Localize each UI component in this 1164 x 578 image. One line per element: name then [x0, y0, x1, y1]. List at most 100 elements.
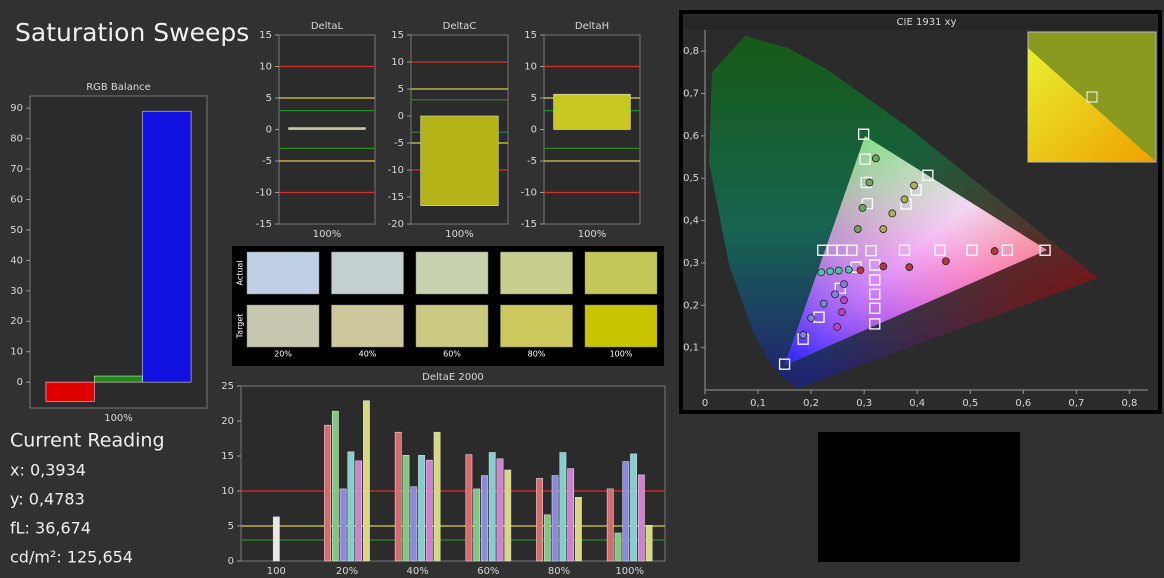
measured-point	[833, 322, 842, 331]
y-tick-label: -5	[394, 138, 404, 149]
bar	[331, 410, 339, 562]
bar	[559, 452, 567, 562]
bar	[339, 488, 347, 562]
bar	[551, 475, 559, 562]
bar	[488, 452, 496, 562]
y-tick-label: 0	[228, 556, 234, 567]
swatch	[500, 304, 573, 348]
x-tick-label: 80%	[548, 566, 570, 577]
bar	[481, 475, 488, 562]
target-point	[861, 197, 873, 210]
y-tick-label: 0,2	[683, 300, 699, 311]
y-tick-label: 0,8	[683, 46, 699, 57]
target-point	[1001, 244, 1014, 256]
measurement-preview	[818, 432, 1020, 562]
measured-point	[905, 263, 914, 272]
y-tick-label: 10	[391, 57, 404, 68]
chart-title: DeltaL	[311, 21, 344, 32]
x-tick-label: 0,3	[856, 398, 872, 409]
y-tick-label: -10	[388, 165, 404, 176]
column-label: 20%	[274, 350, 292, 359]
bar	[496, 458, 504, 562]
y-tick-label: 0,3	[683, 258, 699, 269]
x-tick-label: 100%	[313, 229, 342, 240]
y-tick-label: 20	[221, 416, 234, 427]
y-tick-label: -15	[256, 219, 272, 230]
column-label: 40%	[359, 350, 377, 359]
bar	[425, 459, 433, 562]
y-tick-label: 90	[10, 103, 23, 114]
swatch	[246, 251, 320, 295]
bar	[645, 524, 653, 562]
swatch	[331, 304, 404, 348]
x-tick-label: 100	[267, 566, 286, 577]
y-tick-label: 0	[398, 111, 404, 122]
bar	[504, 469, 512, 562]
measured-point	[941, 257, 950, 266]
measured-point	[840, 280, 848, 289]
y-tick-label: 5	[228, 521, 234, 532]
bar	[567, 468, 575, 562]
y-tick-label: 80	[10, 134, 23, 145]
bar	[543, 514, 551, 562]
y-tick-label: 50	[10, 225, 23, 236]
measured-point	[826, 267, 835, 276]
target-point	[778, 358, 791, 370]
measured-point	[888, 209, 897, 218]
bar	[355, 460, 363, 562]
reading-line: cd/m²: 125,654	[10, 548, 133, 567]
y-tick-label: 60	[10, 194, 23, 205]
bar	[575, 496, 582, 562]
measured-point	[844, 265, 853, 274]
bar	[630, 453, 637, 562]
x-tick-label: 0	[702, 398, 708, 409]
swatch	[584, 304, 658, 348]
target-point	[934, 244, 946, 256]
measured-point	[819, 299, 828, 308]
y-tick-label: 0,4	[683, 216, 699, 227]
x-tick-label: 100%	[578, 229, 607, 240]
plot-area	[240, 385, 666, 562]
bar	[420, 115, 499, 206]
y-tick-label: 10	[221, 486, 234, 497]
x-tick-label: 0,1	[750, 398, 766, 409]
y-tick-label: 0	[17, 377, 23, 388]
x-tick-label: 40%	[407, 566, 429, 577]
bar	[410, 486, 418, 562]
gamut-title-bar	[683, 15, 1158, 30]
swatch	[415, 251, 489, 295]
bar	[418, 454, 425, 562]
measured-point	[910, 181, 918, 190]
reading-line: fL: 36,674	[10, 519, 91, 538]
measured-point	[858, 203, 867, 212]
target-point	[857, 128, 870, 140]
x-tick-label: 0,5	[962, 398, 978, 409]
y-tick-label: -10	[256, 188, 272, 199]
reading-line: x: 0,3934	[10, 461, 86, 480]
swatch	[500, 251, 573, 295]
y-tick-label: 40	[10, 255, 23, 266]
measured-point	[840, 296, 848, 305]
y-tick-label: 10	[259, 62, 272, 73]
bar	[622, 461, 630, 562]
y-tick-label: 10	[524, 62, 537, 73]
page-title: Saturation Sweeps	[15, 18, 249, 47]
y-tick-label: 0,7	[683, 89, 699, 100]
x-tick-label: 60%	[477, 566, 499, 577]
measured-point	[817, 268, 826, 277]
y-tick-label: 5	[398, 84, 404, 95]
y-tick-label: 15	[259, 30, 272, 41]
x-tick-label: 100%	[445, 229, 474, 240]
y-tick-label: -15	[521, 219, 537, 230]
measured-point	[837, 308, 846, 316]
y-tick-label: -5	[527, 156, 537, 167]
measured-point	[834, 266, 843, 275]
zoom-inset	[1027, 31, 1157, 163]
y-tick-label: -10	[521, 188, 537, 199]
y-tick-label: 5	[266, 93, 272, 104]
target-point	[846, 244, 858, 256]
y-tick-label: 25	[221, 381, 234, 392]
x-tick-label: 0,8	[1121, 398, 1137, 409]
bar	[614, 532, 622, 562]
